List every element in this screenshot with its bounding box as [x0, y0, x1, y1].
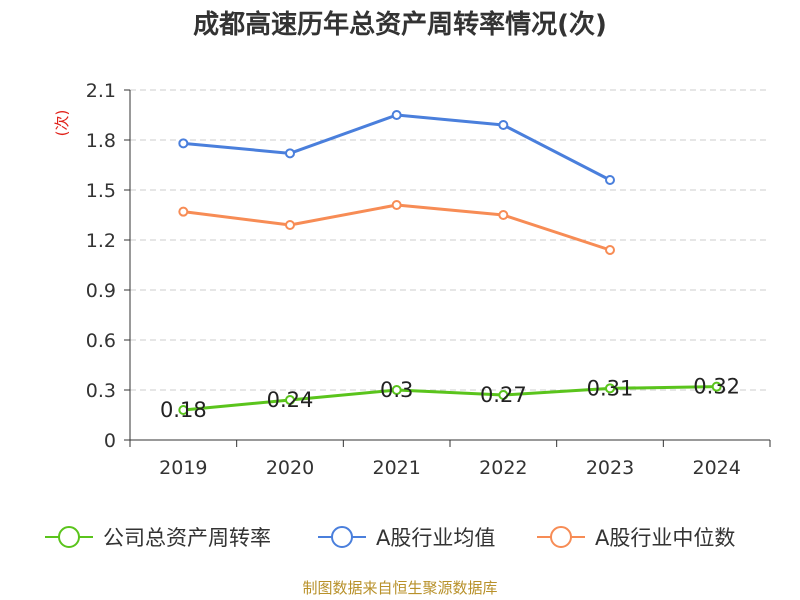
data-point[interactable] — [605, 245, 615, 255]
y-tick-label: 1.2 — [86, 230, 116, 252]
data-label: 0.27 — [480, 383, 527, 407]
data-label: 0.31 — [587, 376, 634, 400]
series-line — [183, 385, 717, 412]
series-1 — [178, 110, 615, 185]
y-tick-label: 1.8 — [86, 130, 116, 152]
series-layer — [178, 110, 722, 415]
series-2 — [178, 200, 615, 255]
data-label: 0.18 — [160, 398, 207, 422]
legend-item[interactable]: A股行业均值 — [318, 526, 495, 550]
data-point[interactable] — [711, 381, 722, 392]
legend-item[interactable]: A股行业中位数 — [537, 526, 735, 550]
x-tick-label: 2021 — [372, 457, 420, 479]
legend-marker — [550, 526, 572, 548]
y-tick-label: 0 — [104, 430, 116, 452]
chart-title: 成都高速历年总资产周转率情况(次) — [193, 9, 607, 40]
x-tick-label: 2024 — [692, 457, 740, 479]
x-tick-label: 2023 — [586, 457, 634, 479]
series-0 — [178, 381, 722, 415]
data-point[interactable] — [391, 110, 402, 120]
data-point[interactable] — [391, 200, 402, 210]
y-tick-label: 1.5 — [86, 180, 116, 202]
x-axis-ticks: 2019 2020 2021 2022 2023 2024 — [129, 440, 771, 479]
data-point[interactable] — [391, 385, 402, 395]
y-axis-ticks: 0 0.3 0.6 0.9 1.2 1.5 1.8 2.1 — [86, 80, 130, 452]
data-point[interactable] — [178, 138, 189, 149]
data-point[interactable] — [285, 220, 295, 230]
data-point[interactable] — [285, 395, 295, 405]
series-line — [183, 113, 611, 182]
data-point[interactable] — [605, 175, 615, 185]
data-point[interactable] — [498, 120, 509, 130]
y-tick-label: 0.6 — [86, 330, 116, 352]
series-line — [183, 203, 611, 252]
gridlines — [130, 89, 770, 391]
data-point[interactable] — [178, 206, 189, 217]
data-point[interactable] — [178, 405, 189, 415]
y-axis-unit: (次) — [53, 110, 71, 137]
legend-label: A股行业均值 — [376, 526, 495, 550]
y-tick-label: 0.3 — [86, 380, 116, 402]
source-note: 制图数据来自恒生聚源数据库 — [302, 579, 497, 597]
y-tick-label: 2.1 — [86, 80, 116, 102]
data-point[interactable] — [498, 390, 509, 400]
legend-label: 公司总资产周转率 — [103, 526, 271, 550]
data-labels: 0.18 0.24 0.3 0.27 0.31 0.32 — [160, 375, 740, 422]
legend[interactable]: 公司总资产周转率 A股行业均值 A股行业中位数 — [45, 526, 735, 550]
legend-label: A股行业中位数 — [595, 526, 735, 550]
data-label: 0.32 — [693, 375, 740, 399]
legend-marker — [58, 526, 80, 548]
legend-item[interactable]: 公司总资产周转率 — [45, 526, 271, 550]
data-label: 0.24 — [267, 388, 314, 412]
x-tick-label: 2022 — [479, 457, 527, 479]
data-point[interactable] — [498, 210, 509, 220]
x-tick-label: 2020 — [266, 457, 314, 479]
data-label: 0.3 — [380, 378, 413, 402]
data-point[interactable] — [605, 383, 615, 394]
legend-marker — [331, 526, 353, 548]
x-tick-label: 2019 — [159, 457, 207, 479]
data-point[interactable] — [285, 148, 295, 159]
y-tick-label: 0.9 — [86, 280, 116, 302]
